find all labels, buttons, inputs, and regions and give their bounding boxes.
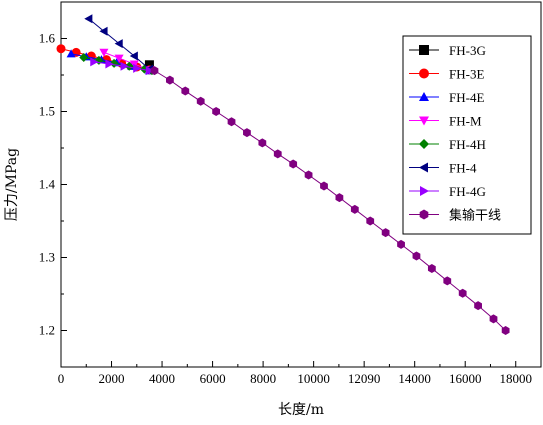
data-point [227, 117, 236, 127]
data-point [56, 44, 66, 54]
legend-label: FH-4G [449, 184, 486, 199]
data-point [99, 26, 108, 36]
data-point [427, 263, 436, 273]
x-tick-label: 12090 [348, 371, 381, 386]
data-point [114, 39, 123, 49]
data-point [144, 60, 154, 70]
legend-marker [419, 45, 429, 55]
data-point [412, 251, 421, 261]
series-7 [90, 57, 154, 76]
data-point [181, 86, 190, 96]
series-8 [150, 66, 510, 335]
legend-item: FH-3E [409, 67, 484, 82]
x-tick-label: 18000 [499, 371, 532, 386]
x-tick-label: 2000 [99, 371, 125, 386]
legend-label: FH-4H [449, 137, 486, 152]
data-point [105, 59, 114, 69]
x-tick-label: 14000 [398, 371, 431, 386]
data-point [350, 204, 359, 214]
data-point [489, 314, 498, 324]
x-tick-label: 0 [58, 371, 65, 386]
data-point [212, 107, 221, 116]
data-point [397, 239, 405, 249]
data-point [243, 128, 251, 138]
legend: FH-3G FH-3E FH-4E FH-M FH-4H FH-4 FH-4G 集输干线 [402, 35, 532, 235]
legend-item: FH-3G [409, 43, 486, 58]
data-point [273, 149, 282, 159]
series-2 [56, 44, 154, 75]
data-point [145, 66, 154, 76]
legend-label: FH-4E [449, 90, 484, 105]
legend-label: FH-3G [449, 43, 486, 58]
data-point [335, 193, 344, 203]
data-point [381, 228, 390, 238]
legend-item: FH-4G [409, 184, 486, 199]
data-point [474, 301, 482, 311]
data-point [99, 48, 109, 57]
data-point [289, 159, 298, 169]
legend-marker [419, 92, 429, 101]
y-tick-label: 1.6 [39, 31, 56, 46]
legend-label: FH-M [449, 114, 482, 129]
data-point [165, 75, 174, 85]
legend-marker [419, 116, 429, 126]
y-tick-label: 1.5 [39, 104, 55, 119]
axes: 0 2000 4000 6000 8000 10000 12090 14000 16000 180… [39, 1, 542, 386]
data-point [124, 61, 134, 71]
data-point [366, 216, 375, 226]
x-tick-label: 4000 [149, 371, 175, 386]
y-tick-label: 1.3 [39, 250, 55, 265]
y-tick-label: 1.4 [39, 177, 56, 192]
series-1 [144, 60, 154, 70]
x-tick-label: 16000 [449, 371, 482, 386]
legend-marker [419, 139, 429, 149]
data-point [258, 138, 267, 148]
legend-marker [419, 209, 429, 220]
data-point [150, 66, 159, 76]
legend-marker [419, 162, 428, 173]
data-point [114, 54, 124, 63]
data-point [84, 14, 93, 24]
data-point [129, 51, 138, 61]
x-tick-label: 6000 [200, 371, 226, 386]
legend-item: FH-4 [409, 161, 477, 176]
legend-marker [419, 68, 429, 79]
data-point [129, 60, 139, 69]
y-tick-label: 1.2 [39, 323, 55, 338]
x-axis-title: 长度/m [278, 402, 324, 418]
data-point [66, 49, 76, 58]
legend-label: FH-3E [449, 67, 484, 82]
data-point [304, 170, 313, 180]
legend-item: FH-4E [409, 90, 484, 105]
x-tick-label: 8000 [250, 371, 276, 386]
legend-label: FH-4 [449, 161, 477, 176]
data-point [79, 52, 89, 62]
data-point [196, 96, 205, 106]
data-point [443, 276, 452, 286]
series-layer [56, 14, 510, 335]
series-line [103, 51, 150, 71]
y-axis-title: 压力/MPag [4, 148, 20, 221]
data-point [501, 326, 510, 335]
legend-marker [420, 186, 429, 196]
data-point [458, 288, 467, 298]
legend-item: FH-M [409, 114, 482, 129]
data-point [90, 57, 99, 67]
data-point [133, 63, 142, 73]
data-point [320, 181, 328, 191]
x-tick-label: 10000 [297, 371, 330, 386]
legend-item: 集输干线 [409, 208, 501, 223]
data-point [120, 61, 129, 71]
legend-item: FH-4H [409, 137, 486, 152]
legend-label: 集输干线 [449, 208, 501, 223]
